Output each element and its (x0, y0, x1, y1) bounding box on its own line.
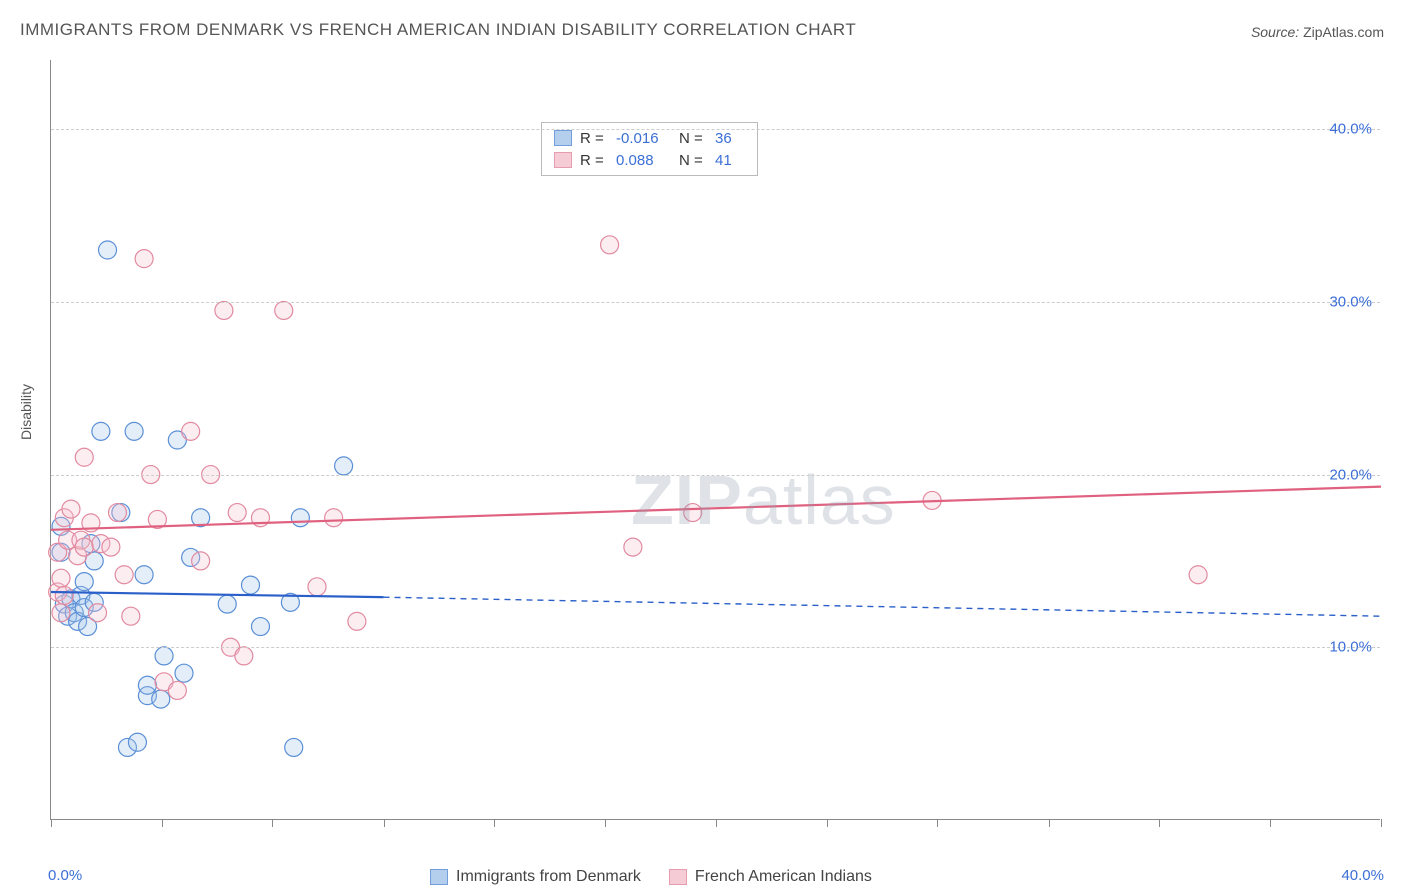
data-point (89, 604, 107, 622)
swatch-pink-icon (669, 869, 687, 885)
data-point (168, 681, 186, 699)
x-tick (384, 819, 385, 827)
n-value-1: 36 (715, 130, 745, 147)
x-tick (605, 819, 606, 827)
swatch-blue-icon (554, 130, 572, 146)
data-point (75, 448, 93, 466)
grid-line (51, 647, 1380, 648)
data-point (75, 538, 93, 556)
data-point (75, 573, 93, 591)
data-point (155, 647, 173, 665)
data-point (684, 504, 702, 522)
data-point (242, 576, 260, 594)
data-point (138, 676, 156, 694)
stats-row-2: R = 0.088 N = 41 (554, 149, 745, 171)
data-point (99, 241, 117, 259)
source-label: Source: (1251, 24, 1299, 40)
data-point (109, 504, 127, 522)
data-point (325, 509, 343, 527)
data-point (291, 509, 309, 527)
grid-line (51, 475, 1380, 476)
data-point (115, 566, 133, 584)
data-point (218, 595, 236, 613)
r-label: R = (580, 152, 608, 169)
n-value-2: 41 (715, 152, 745, 169)
data-point (122, 607, 140, 625)
data-point (335, 457, 353, 475)
data-point (182, 422, 200, 440)
y-tick-label: 30.0% (1329, 293, 1372, 310)
x-tick-label-left: 0.0% (48, 867, 82, 884)
data-point (348, 612, 366, 630)
y-tick-label: 40.0% (1329, 121, 1372, 138)
x-tick (937, 819, 938, 827)
n-label: N = (679, 130, 707, 147)
x-tick (827, 819, 828, 827)
data-point (102, 538, 120, 556)
x-tick (272, 819, 273, 827)
legend-label-1: Immigrants from Denmark (456, 868, 641, 886)
r-value-1: -0.016 (616, 130, 671, 147)
data-point (55, 586, 73, 604)
data-point (192, 552, 210, 570)
data-point (52, 569, 70, 587)
trend-line (51, 487, 1381, 530)
data-point (215, 301, 233, 319)
x-tick (494, 819, 495, 827)
x-tick (1159, 819, 1160, 827)
x-tick (162, 819, 163, 827)
plot-area: ZIPatlas R = -0.016 N = 36 R = 0.088 N =… (50, 60, 1380, 820)
source-value: ZipAtlas.com (1303, 24, 1384, 40)
r-label: R = (580, 130, 608, 147)
y-tick-label: 20.0% (1329, 466, 1372, 483)
bottom-legend: Immigrants from Denmark French American … (430, 868, 872, 886)
swatch-blue-icon (430, 869, 448, 885)
legend-item-1: Immigrants from Denmark (430, 868, 641, 886)
x-tick (51, 819, 52, 827)
data-point (601, 236, 619, 254)
x-tick (716, 819, 717, 827)
stats-legend: R = -0.016 N = 36 R = 0.088 N = 41 (541, 122, 758, 176)
r-value-2: 0.088 (616, 152, 671, 169)
legend-item-2: French American Indians (669, 868, 872, 886)
x-tick (1049, 819, 1050, 827)
grid-line (51, 302, 1380, 303)
data-point (135, 250, 153, 268)
legend-label-2: French American Indians (695, 868, 872, 886)
data-point (128, 733, 146, 751)
data-point (624, 538, 642, 556)
data-point (92, 422, 110, 440)
swatch-pink-icon (554, 152, 572, 168)
data-point (52, 604, 70, 622)
chart-title: IMMIGRANTS FROM DENMARK VS FRENCH AMERIC… (20, 20, 856, 40)
data-point (152, 690, 170, 708)
x-tick (1270, 819, 1271, 827)
y-axis-label: Disability (18, 384, 34, 440)
source-attribution: Source: ZipAtlas.com (1251, 24, 1384, 40)
stats-row-1: R = -0.016 N = 36 (554, 127, 745, 149)
data-point (62, 500, 80, 518)
data-point (175, 664, 193, 682)
data-point (235, 647, 253, 665)
data-point (285, 738, 303, 756)
data-point (1189, 566, 1207, 584)
data-point (125, 422, 143, 440)
y-tick-label: 10.0% (1329, 639, 1372, 656)
data-point (275, 301, 293, 319)
n-label: N = (679, 152, 707, 169)
grid-line (51, 129, 1380, 130)
x-tick (1381, 819, 1382, 827)
data-point (135, 566, 153, 584)
x-tick-label-right: 40.0% (1341, 867, 1384, 884)
data-point (251, 618, 269, 636)
trend-line-dashed (384, 597, 1382, 616)
data-point (308, 578, 326, 596)
data-point (228, 504, 246, 522)
